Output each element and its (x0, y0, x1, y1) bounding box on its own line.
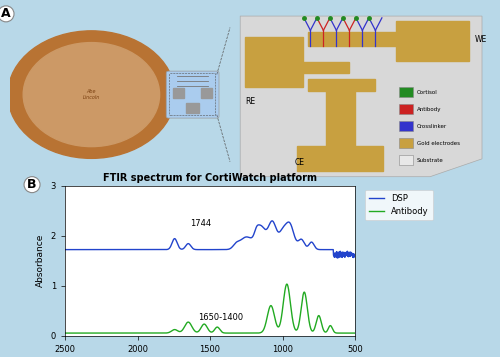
Antibody (352, 331, 358, 335)
Antibody (344, 331, 349, 335)
DSP (269, 219, 275, 223)
Bar (173, 88, 184, 98)
Bar (399, 138, 413, 148)
DSP (203, 247, 209, 252)
Bar (308, 32, 396, 46)
DSP (344, 253, 350, 257)
Antibody (344, 331, 349, 335)
Bar (308, 79, 376, 91)
Text: Abe
Lincoln: Abe Lincoln (82, 89, 100, 100)
Circle shape (8, 31, 175, 159)
Text: Crosslinker: Crosslinker (417, 124, 447, 129)
Antibody (290, 322, 296, 326)
Text: 1650-1400: 1650-1400 (198, 313, 244, 322)
Bar (302, 62, 350, 73)
DSP (344, 252, 349, 257)
Text: WE: WE (475, 35, 487, 44)
Text: 1744: 1744 (190, 219, 211, 228)
Text: Antibody: Antibody (417, 107, 442, 112)
Line: Antibody: Antibody (65, 284, 355, 333)
Bar (202, 88, 212, 98)
Bar (298, 146, 383, 171)
Bar (396, 21, 469, 61)
Text: Substrate: Substrate (417, 157, 444, 163)
Antibody (77, 331, 83, 335)
Circle shape (23, 42, 160, 147)
Line: DSP: DSP (65, 221, 355, 258)
Text: A: A (1, 7, 11, 20)
Polygon shape (240, 16, 482, 177)
Text: B: B (28, 178, 37, 191)
DSP (77, 247, 83, 252)
DSP (62, 247, 68, 252)
Text: RE: RE (246, 97, 256, 106)
Bar (399, 87, 413, 97)
DSP (352, 255, 358, 259)
Legend: DSP, Antibody: DSP, Antibody (365, 190, 432, 220)
DSP (334, 256, 340, 260)
Antibody (203, 323, 209, 328)
Antibody (284, 282, 290, 286)
Bar (399, 155, 413, 165)
Title: FTIR spectrum for CortiWatch platform: FTIR spectrum for CortiWatch platform (103, 174, 317, 183)
FancyBboxPatch shape (166, 71, 219, 118)
Bar (399, 104, 413, 114)
Text: CE: CE (295, 158, 305, 167)
Text: Gold electrodes: Gold electrodes (417, 141, 460, 146)
DSP (196, 247, 202, 252)
DSP (290, 231, 296, 235)
Antibody (62, 331, 68, 335)
Bar (246, 37, 302, 87)
Y-axis label: Absorbance: Absorbance (36, 234, 45, 287)
Text: Cortisol: Cortisol (417, 90, 438, 95)
Bar (186, 103, 199, 113)
Antibody (196, 329, 202, 333)
Bar (326, 89, 354, 150)
Bar (399, 121, 413, 131)
